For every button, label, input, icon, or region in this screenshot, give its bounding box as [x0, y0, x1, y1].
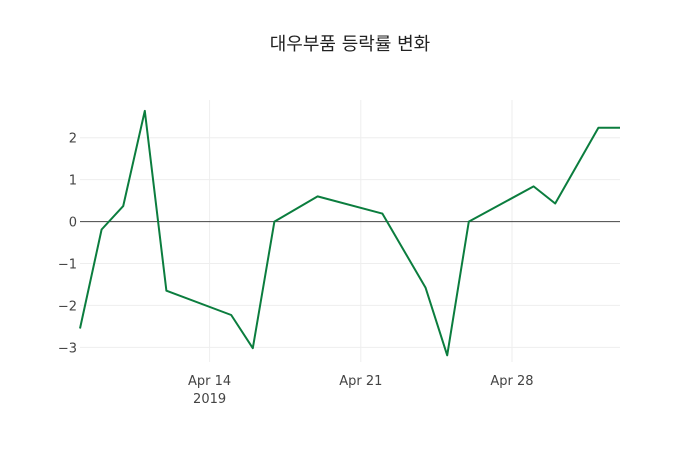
y-tick-label: 0	[69, 216, 77, 231]
y-tick-label: −3	[58, 341, 77, 356]
y-tick-label: −2	[58, 299, 77, 314]
y-tick-label: 2	[69, 132, 77, 147]
chart-title: 대우부품 등락률 변화	[270, 34, 430, 55]
x-tick-label: Apr 14	[188, 374, 231, 389]
x-tick-label: Apr 21	[339, 374, 382, 389]
y-tick-label: 1	[69, 174, 77, 189]
x-tick-label: Apr 28	[490, 374, 533, 389]
y-tick-label: −1	[58, 257, 77, 272]
series-line	[79, 109, 620, 357]
x-tick-sublabel: 2019	[193, 392, 226, 407]
